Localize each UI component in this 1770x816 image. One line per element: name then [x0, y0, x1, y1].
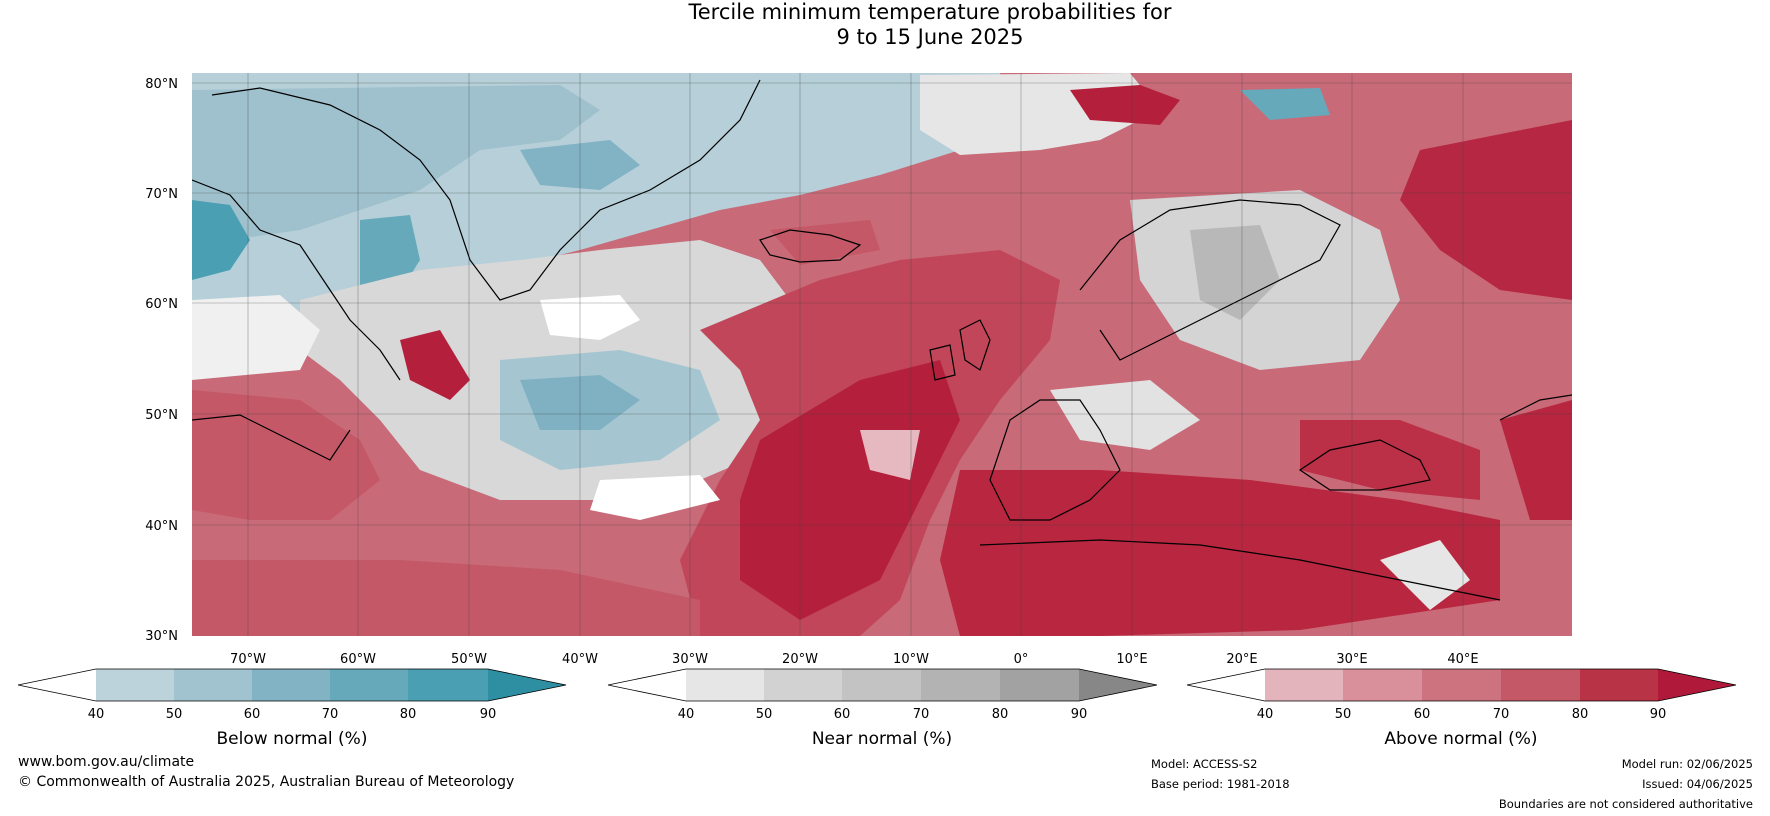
colorbar-label: Below normal (%) [217, 729, 368, 749]
colorbar-tick: 70 [913, 707, 930, 722]
lat-label: 70°N [145, 187, 178, 202]
colorbar-tick: 50 [1335, 707, 1352, 722]
colorbar-tick: 90 [1650, 707, 1667, 722]
lon-label: 50°W [451, 652, 487, 667]
colorbar-segment [842, 669, 921, 701]
colorbar-tick: 40 [678, 707, 695, 722]
model-run-text: Model run: 02/06/2025 [1621, 757, 1753, 771]
colorbar-below: 40 50 60 70 80 90 Below normal (%) [17, 668, 567, 749]
colorbar-segment [1343, 669, 1422, 701]
colorbar-segment [1265, 669, 1343, 701]
disclaimer-text: Boundaries are not considered authoritat… [1498, 797, 1753, 811]
colorbar-label: Near normal (%) [812, 729, 952, 749]
colorbar-segment [488, 669, 566, 701]
website-link: www.bom.gov.au/climate [18, 754, 195, 770]
colorbar-segment [1187, 669, 1265, 701]
colorbar-tick: 80 [992, 707, 1009, 722]
colorbar-segment [408, 669, 488, 701]
coastlines [192, 79, 1572, 601]
title-line-1: Tercile minimum temperature probabilitie… [688, 0, 1172, 24]
lon-label: 40°W [562, 652, 598, 667]
lat-label: 40°N [145, 519, 178, 534]
colorbar-segment [1580, 669, 1658, 701]
title-line-2: 9 to 15 June 2025 [836, 25, 1024, 49]
colorbar-segment [96, 669, 174, 701]
colorbar-tick: 80 [400, 707, 417, 722]
lon-label: 70°W [230, 652, 266, 667]
probability-map [192, 73, 1572, 636]
lat-label: 80°N [145, 77, 178, 92]
colorbar-tick: 80 [1572, 707, 1589, 722]
colorbar-near: 40 50 60 70 80 90 Near normal (%) [607, 668, 1158, 749]
colorbar-segment [608, 669, 686, 701]
lon-label: 20°E [1226, 652, 1257, 667]
colorbar-segment [921, 669, 1000, 701]
colorbar-tick: 90 [1071, 707, 1088, 722]
lon-label: 10°E [1116, 652, 1147, 667]
colorbar-segment [686, 669, 764, 701]
colorbar-segment [1658, 669, 1736, 701]
colorbar-label: Above normal (%) [1384, 729, 1537, 749]
longitude-labels: 70°W 60°W 50°W 40°W 30°W 20°W 10°W 0° 10… [230, 652, 1479, 667]
chart-title: Tercile minimum temperature probabilitie… [0, 0, 1770, 50]
lat-label: 60°N [145, 297, 178, 312]
colorbar-tick: 40 [88, 707, 105, 722]
colorbar-segment [252, 669, 330, 701]
colorbar-segment [18, 669, 96, 701]
colorbar-segment [174, 669, 252, 701]
latitude-labels: 80°N 70°N 60°N 50°N 40°N 30°N [145, 77, 178, 644]
colorbar-tick: 60 [244, 707, 261, 722]
lon-label: 40°E [1447, 652, 1478, 667]
graticule [192, 73, 1572, 636]
issued-text: Issued: 04/06/2025 [1642, 777, 1753, 791]
colorbar-segment [1501, 669, 1580, 701]
colorbar-tick: 60 [834, 707, 851, 722]
lat-label: 30°N [145, 629, 178, 644]
colorbar-segment [330, 669, 408, 701]
lon-label: 20°W [782, 652, 818, 667]
lon-label: 30°E [1336, 652, 1367, 667]
lon-label: 10°W [893, 652, 929, 667]
colorbar-tick: 90 [480, 707, 497, 722]
model-text: Model: ACCESS-S2 [1151, 757, 1258, 771]
lon-label: 0° [1014, 652, 1029, 667]
lon-label: 60°W [340, 652, 376, 667]
colorbar-above: 40 50 60 70 80 90 Above normal (%) [1186, 668, 1737, 749]
colorbar-segment [1422, 669, 1501, 701]
colorbar-segment [764, 669, 842, 701]
base-period-text: Base period: 1981-2018 [1151, 777, 1290, 791]
colorbar-segment [1000, 669, 1079, 701]
colorbar-tick: 50 [756, 707, 773, 722]
colorbar-tick: 70 [1493, 707, 1510, 722]
copyright-text: © Commonwealth of Australia 2025, Austra… [18, 774, 515, 790]
lat-label: 50°N [145, 408, 178, 423]
colorbar-segment [1079, 669, 1157, 701]
lon-label: 30°W [672, 652, 708, 667]
colorbar-tick: 60 [1414, 707, 1431, 722]
colorbar-tick: 50 [166, 707, 183, 722]
colorbar-tick: 40 [1257, 707, 1274, 722]
colorbar-tick: 70 [322, 707, 339, 722]
